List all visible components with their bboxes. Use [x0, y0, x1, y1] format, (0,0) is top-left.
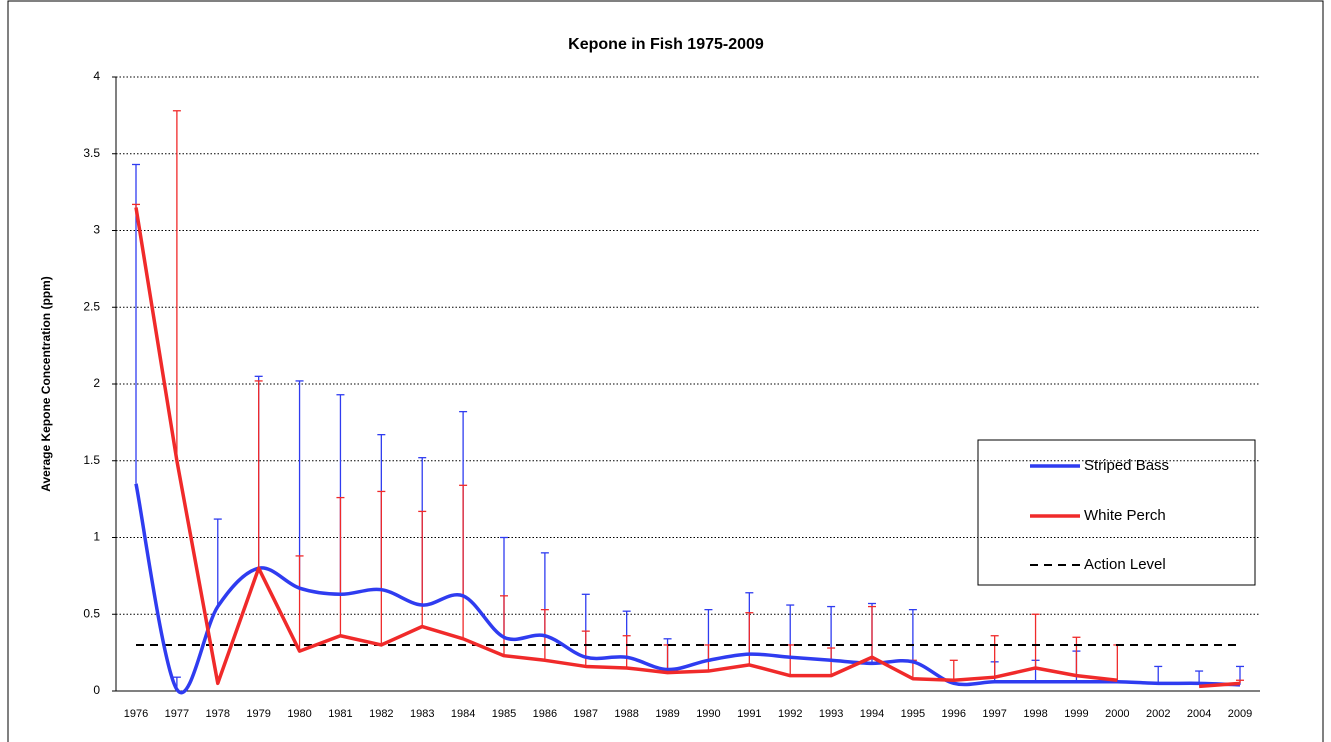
error-bar [254, 380, 263, 569]
error-bar [500, 595, 508, 656]
error-bar [1072, 636, 1081, 676]
y-tick-label: 1 [93, 530, 100, 544]
legend-label: White Perch [1084, 507, 1166, 524]
legend-label: Striped Bass [1084, 457, 1169, 474]
x-tick-label: 2000 [1105, 708, 1129, 720]
error-bar [172, 110, 181, 461]
error-bar [459, 484, 468, 639]
legend-label: Action Level [1084, 556, 1166, 573]
x-tick-label: 2009 [1228, 708, 1252, 720]
error-bar [132, 203, 140, 208]
x-tick-label: 1981 [328, 708, 352, 720]
x-tick-label: 1999 [1064, 708, 1088, 720]
x-tick-label: 1979 [246, 708, 270, 720]
x-tick-label: 1989 [655, 708, 679, 720]
x-tick-label: 1980 [287, 708, 311, 720]
error-bar [418, 510, 427, 627]
x-tick-label: 1976 [124, 708, 148, 720]
error-bar [786, 644, 795, 676]
y-tick-label: 0.5 [83, 606, 100, 620]
x-tick-label: 1994 [860, 708, 884, 720]
x-tick-label: 1987 [574, 708, 598, 720]
x-tick-label: 1990 [696, 708, 720, 720]
error-bar [622, 635, 631, 668]
error-bar [1236, 679, 1244, 684]
x-tick-label: 1998 [1023, 708, 1047, 720]
error-bar [1113, 644, 1122, 681]
error-bar [1154, 665, 1163, 684]
y-axis-label: Average Kepone Concentration (ppm) [39, 276, 53, 492]
y-tick-label: 4 [93, 69, 100, 83]
y-tick-label: 1.5 [83, 453, 100, 467]
chart-title: Kepone in Fish 1975-2009 [568, 36, 764, 53]
legend [977, 439, 1256, 586]
x-tick-label: 2002 [1146, 708, 1170, 720]
y-tick-label: 0 [93, 683, 100, 697]
error-bar [990, 635, 999, 678]
x-tick-label: 1995 [901, 708, 925, 720]
x-tick-label: 1977 [165, 708, 189, 720]
x-tick-label: 2004 [1187, 708, 1211, 720]
error-bar [908, 608, 917, 662]
x-tick-label: 1978 [206, 708, 230, 720]
x-tick-label: 1992 [778, 708, 802, 720]
y-tick-label: 3.5 [83, 146, 100, 160]
error-bar [949, 659, 958, 681]
x-tick-label: 1991 [737, 708, 761, 720]
x-tick-label: 1988 [614, 708, 638, 720]
error-bar [868, 605, 876, 658]
frame [7, 0, 1324, 742]
y-tick-label: 3 [93, 223, 100, 237]
y-tick-label: 2 [93, 376, 100, 390]
x-tick-label: 1996 [942, 708, 966, 720]
x-tick-label: 1985 [492, 708, 516, 720]
x-tick-label: 1993 [819, 708, 843, 720]
error-bar [377, 490, 386, 645]
error-bar [213, 518, 222, 607]
error-bar [581, 630, 590, 667]
x-tick-label: 1986 [533, 708, 557, 720]
error-bar [295, 555, 304, 652]
series-line [134, 483, 1241, 695]
x-tick-label: 1997 [982, 708, 1006, 720]
error-bar [1031, 613, 1040, 668]
x-tick-label: 1984 [451, 708, 475, 720]
error-bar [295, 380, 304, 589]
series-line [134, 207, 1241, 689]
error-bar [745, 612, 754, 665]
x-tick-label: 1982 [369, 708, 393, 720]
error-bar [1195, 670, 1204, 684]
x-tick-label: 1983 [410, 708, 434, 720]
error-bar [336, 496, 345, 636]
y-tick-label: 2.5 [83, 299, 100, 313]
